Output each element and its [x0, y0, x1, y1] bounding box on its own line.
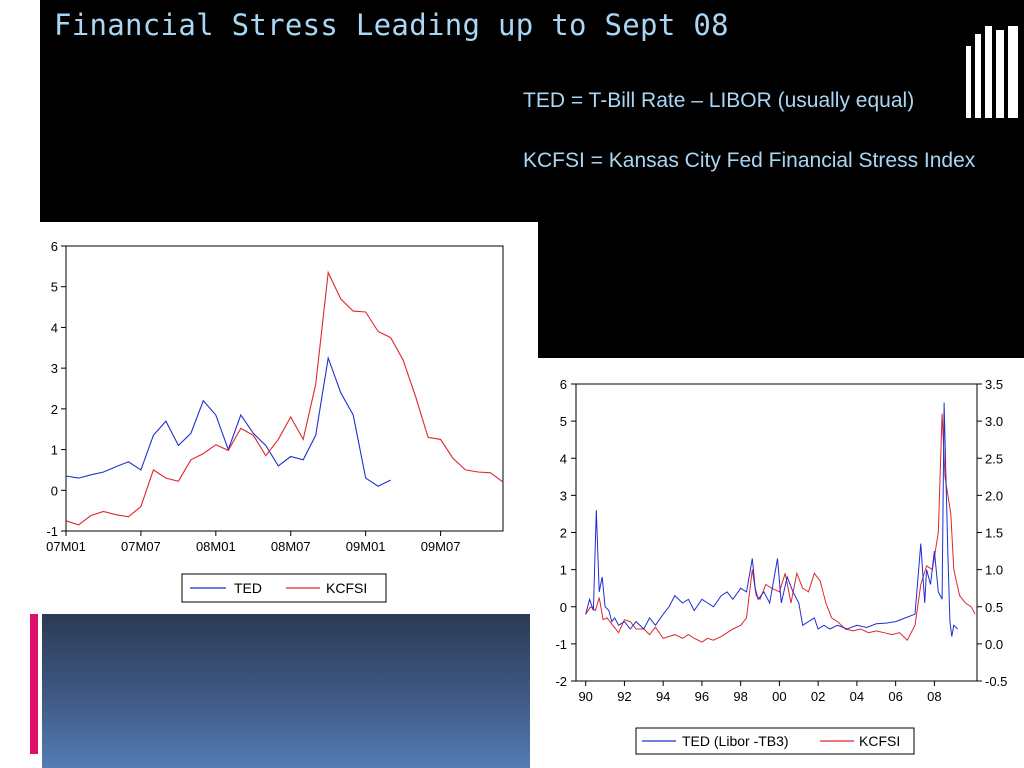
- chart2-legend: [635, 727, 915, 755]
- chart2-y-right-tick-label: 2.0: [985, 488, 1003, 503]
- chart2-y-tick-label: 2: [560, 526, 567, 541]
- chart2-y-right-tick-label: 3.5: [985, 377, 1003, 392]
- chart2-y-right-tick-label: 2.5: [985, 451, 1003, 466]
- slide-title: Financial Stress Leading up to Sept 08: [54, 8, 729, 42]
- chart2-x-tick-label: 94: [656, 689, 670, 704]
- chart2-x-tick-label: 06: [888, 689, 902, 704]
- note-kcfsi: KCFSI = Kansas City Fed Financial Stress…: [523, 149, 976, 172]
- chart2-series-ted-line: [585, 402, 958, 637]
- chart2-x-tick-label: 02: [811, 689, 825, 704]
- notes-band-extension: [538, 222, 1024, 358]
- chart2-y-tick-label: 6: [560, 377, 567, 392]
- chart1-x-tick-label: 09M01: [346, 539, 386, 554]
- chart2-y-right-tick-label: 3.0: [985, 414, 1003, 429]
- chart1-x-tick-label: 07M01: [46, 539, 86, 554]
- chart1-y-tick-label: 0: [51, 483, 58, 498]
- chart2-y-tick-label: 3: [560, 488, 567, 503]
- chart1-y-tick-label: 2: [51, 402, 58, 417]
- chart2-y-tick-label: 0: [560, 600, 567, 615]
- chart2-x-tick-label: 04: [850, 689, 864, 704]
- chart2-legend-kcfsi-label: KCFSI: [859, 733, 900, 749]
- chart1-x-tick-label: 08M07: [271, 539, 311, 554]
- chart1-y-tick-label: 5: [51, 280, 58, 295]
- chart1-plot-frame: [65, 245, 504, 532]
- chart1-legend-ted-label: TED: [234, 580, 262, 596]
- chart2-y-tick-label: 5: [560, 414, 567, 429]
- chart2-y-right-tick-label: 1.5: [985, 526, 1003, 541]
- decorative-panel: [42, 614, 530, 768]
- chart2-y-right-tick-label: -0.5: [985, 674, 1007, 689]
- chart1-y-tick-label: 6: [51, 239, 58, 254]
- notes-block: TED = T-Bill Rate – LIBOR (usually equal…: [523, 86, 1013, 206]
- chart1-y-tick-label: 1: [51, 443, 58, 458]
- chart2-y-tick-label: -1: [555, 637, 567, 652]
- accent-bar: [30, 614, 38, 754]
- stripe-decoration: [966, 26, 1018, 118]
- chart2-y-tick-label: 1: [560, 563, 567, 578]
- chart2-y-right-tick-label: 0.5: [985, 600, 1003, 615]
- chart2-legend-ted-label: TED (Libor -TB3): [682, 733, 789, 749]
- title-band: [40, 0, 1024, 222]
- chart1-x-tick-label: 08M01: [196, 539, 236, 554]
- chart2-x-tick-label: 90: [578, 689, 592, 704]
- chart1-y-tick-label: -1: [46, 524, 58, 539]
- chart2-y-tick-label: -2: [555, 674, 567, 689]
- chart2-background: [538, 364, 1024, 768]
- chart2-y-right-tick-label: 0.0: [985, 637, 1003, 652]
- chart2-x-tick-label: 96: [695, 689, 709, 704]
- chart1-legend-kcfsi-label: KCFSI: [326, 580, 367, 596]
- chart2-x-tick-label: 98: [733, 689, 747, 704]
- chart2-x-tick-label: 92: [617, 689, 631, 704]
- chart1-x-tick-label: 09M07: [421, 539, 461, 554]
- chart1-background: [36, 226, 516, 606]
- chart1-y-tick-label: 3: [51, 361, 58, 376]
- chart2-x-tick-label: 00: [772, 689, 786, 704]
- chart2-x-tick-label: 08: [927, 689, 941, 704]
- chart1-y-tick-label: 4: [51, 320, 58, 335]
- chart2-y-right-tick-label: 1.0: [985, 563, 1003, 578]
- chart1-x-tick-label: 07M07: [121, 539, 161, 554]
- note-ted: TED = T-Bill Rate – LIBOR (usually equal…: [523, 89, 915, 112]
- chart1-series-kcfsi-line: [65, 270, 504, 526]
- chart2-y-tick-label: 4: [560, 451, 567, 466]
